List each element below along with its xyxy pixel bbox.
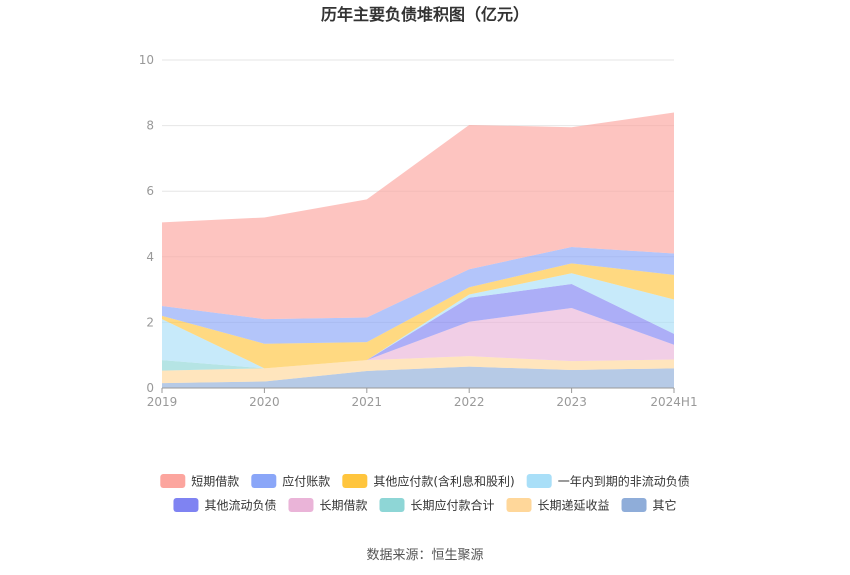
legend-label: 长期应付款合计 [410, 498, 494, 513]
x-tick-label: 2023 [556, 395, 587, 409]
area-series-2 [162, 356, 674, 371]
area-series-7 [162, 246, 674, 344]
data-source: 数据来源：恒生聚源 [366, 548, 483, 563]
stacked-areas [162, 112, 674, 388]
legend-label: 其它 [653, 498, 677, 513]
chart-title: 历年主要负债堆积图（亿元） [321, 5, 529, 24]
y-tick-label: 6 [146, 184, 154, 198]
legend-label: 一年内到期的非流动负债 [558, 474, 690, 489]
area-series-5 [162, 273, 674, 369]
area-series-8 [162, 112, 674, 320]
legend-swatch [251, 474, 277, 488]
x-tick-label: 2022 [454, 395, 485, 409]
area-series-0 [162, 366, 674, 388]
x-tick-label: 2024H1 [650, 395, 697, 409]
area-series-6 [162, 263, 674, 369]
area-series-1 [162, 356, 674, 384]
area-series-3 [162, 307, 674, 369]
legend-swatch [526, 474, 552, 488]
x-tick-label: 2019 [147, 395, 178, 409]
area-series-4 [162, 284, 674, 369]
y-tick-label: 10 [139, 53, 154, 67]
x-tick-label: 2020 [249, 395, 280, 409]
legend-label: 短期借款 [191, 475, 239, 489]
legend-label: 其他应付款(含利息和股利) [373, 474, 514, 489]
legend-swatch [379, 498, 405, 512]
y-tick-label: 4 [146, 250, 154, 264]
legend-label: 应付账款 [282, 474, 330, 489]
legend-swatch [621, 498, 647, 512]
legend-swatch [173, 498, 199, 512]
legend-label: 其他流动负债 [204, 499, 276, 513]
y-tick-label: 0 [146, 381, 154, 395]
y-tick-label: 2 [146, 315, 154, 329]
axes: 2019 2020 2021 2022 2023 2024H1 [147, 387, 698, 409]
legend-swatch [342, 474, 368, 488]
legend-label: 长期递延收益 [538, 499, 610, 513]
legend-swatch [288, 498, 314, 512]
legend-swatch [506, 498, 532, 512]
legend-swatch [160, 474, 186, 488]
legend-label: 长期借款 [319, 499, 367, 513]
y-tick-label: 8 [146, 119, 154, 133]
x-tick-label: 2021 [352, 395, 383, 409]
